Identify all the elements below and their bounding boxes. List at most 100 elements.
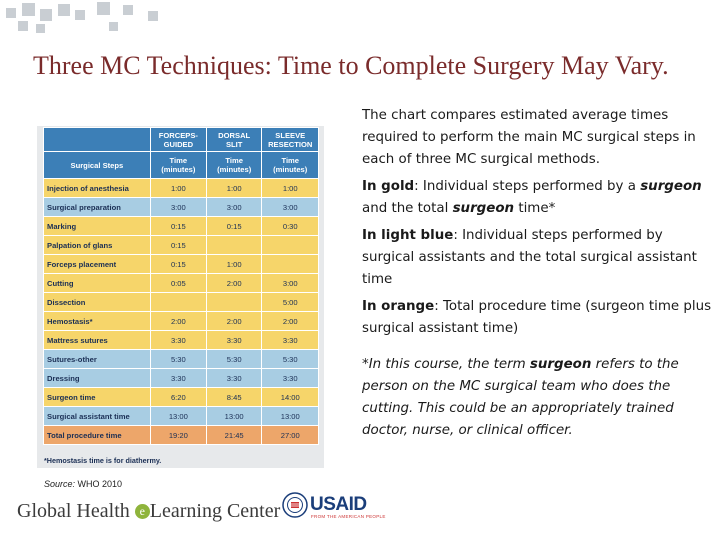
note-text: refers to the person on the MC surgical … bbox=[362, 357, 679, 438]
time-cell: 0:15 bbox=[149, 235, 207, 255]
time-cell: 3:00 bbox=[149, 197, 207, 217]
step-name-cell: Cutting bbox=[43, 273, 151, 293]
time-cell: 1:00 bbox=[205, 178, 263, 198]
time-cell bbox=[149, 292, 207, 312]
orange-text: : Total procedure time (surgeon time plu… bbox=[362, 299, 712, 336]
table-row: Marking 0:15 0:15 0:30 bbox=[43, 216, 319, 236]
column-unit: Time (minutes) bbox=[205, 151, 263, 179]
column-unit: Time (minutes) bbox=[261, 151, 319, 179]
usaid-seal-icon bbox=[282, 492, 308, 518]
table-subheader-row: Surgical Steps Time (minutes) Time (minu… bbox=[43, 151, 319, 179]
step-name-cell: Forceps placement bbox=[43, 254, 151, 274]
time-cell: 3:30 bbox=[205, 330, 263, 350]
time-cell: 1:00 bbox=[149, 178, 207, 198]
time-cell: 3:30 bbox=[205, 368, 263, 388]
time-cell: 13:00 bbox=[261, 406, 319, 426]
decor-square bbox=[40, 9, 52, 21]
time-cell: 2:00 bbox=[205, 311, 263, 331]
decor-square bbox=[123, 5, 133, 15]
orange-legend: In orange: Total procedure time (surgeon… bbox=[362, 296, 712, 340]
step-name-cell: Marking bbox=[43, 216, 151, 236]
gold-emphasis: surgeon bbox=[640, 179, 702, 194]
table-corner bbox=[43, 127, 151, 152]
time-cell: 3:30 bbox=[149, 330, 207, 350]
blue-text: : Individual steps performed by surgical… bbox=[362, 228, 697, 287]
source-label: Source: bbox=[44, 479, 76, 489]
time-cell: 3:30 bbox=[261, 368, 319, 388]
step-name-cell: Injection of anesthesia bbox=[43, 178, 151, 198]
time-cell: 2:00 bbox=[261, 311, 319, 331]
blue-legend: In light blue: Individual steps performe… bbox=[362, 225, 712, 291]
row-header-label: Surgical Steps bbox=[43, 151, 151, 179]
table-header-row: FORCEPS-GUIDED DORSAL SLIT SLEEVE RESECT… bbox=[43, 127, 319, 152]
gold-text: and the total bbox=[362, 201, 453, 216]
source-text: WHO 2010 bbox=[77, 479, 123, 489]
time-cell bbox=[261, 235, 319, 255]
time-cell: 5:30 bbox=[205, 349, 263, 369]
time-cell: 0:15 bbox=[149, 254, 207, 274]
time-cell: 3:00 bbox=[205, 197, 263, 217]
time-cell: 3:30 bbox=[261, 330, 319, 350]
logo-text: Global Health bbox=[17, 500, 135, 522]
usaid-wordmark: USAID bbox=[310, 494, 367, 515]
decor-square bbox=[75, 10, 85, 20]
step-name-cell: Surgeon time bbox=[43, 387, 151, 407]
time-cell: 1:00 bbox=[261, 178, 319, 198]
decor-square bbox=[36, 24, 45, 33]
decor-square bbox=[22, 3, 35, 16]
time-cell: 13:00 bbox=[149, 406, 207, 426]
table-row: Palpation of glans 0:15 bbox=[43, 235, 319, 255]
e-icon: e bbox=[134, 504, 150, 519]
ghelc-logo: Global Health e Learning Center bbox=[17, 500, 280, 523]
description-intro: The chart compares estimated average tim… bbox=[362, 108, 696, 167]
table-row: Cutting 0:05 2:00 3:00 bbox=[43, 273, 319, 293]
step-name-cell: Surgical preparation bbox=[43, 197, 151, 217]
gold-legend: In gold: Individual steps performed by a… bbox=[362, 176, 712, 220]
time-cell bbox=[261, 254, 319, 274]
table-footnote: *Hemostasis time is for diathermy. bbox=[44, 456, 162, 465]
table-row: Mattress sutures 3:30 3:30 3:30 bbox=[43, 330, 319, 350]
surgical-steps-table: FORCEPS-GUIDED DORSAL SLIT SLEEVE RESECT… bbox=[43, 127, 319, 445]
table-row: Total procedure time 19:20 21:45 27:00 bbox=[43, 425, 319, 445]
time-cell: 0:30 bbox=[261, 216, 319, 236]
step-name-cell: Sutures-other bbox=[43, 349, 151, 369]
gold-text: : Individual steps performed by a bbox=[414, 179, 641, 194]
time-cell: 0:15 bbox=[149, 216, 207, 236]
step-name-cell: Hemostasis* bbox=[43, 311, 151, 331]
logo-text: Learning Center bbox=[149, 500, 281, 522]
table-body: Injection of anesthesia 1:00 1:00 1:00 Surgi… bbox=[43, 178, 319, 445]
blue-label: In light blue bbox=[362, 228, 454, 243]
slide-title: Three MC Techniques: Time to Complete Su… bbox=[33, 51, 669, 80]
time-cell: 0:15 bbox=[205, 216, 263, 236]
source-citation: Source: WHO 2010 bbox=[44, 479, 122, 489]
surgeon-note: *In this course, the term surgeon refers… bbox=[362, 354, 712, 442]
table-row: Surgeon time 6:20 8:45 14:00 bbox=[43, 387, 319, 407]
time-cell: 13:00 bbox=[205, 406, 263, 426]
table-row: Dissection 5:00 bbox=[43, 292, 319, 312]
time-cell: 6:20 bbox=[149, 387, 207, 407]
column-unit: Time (minutes) bbox=[149, 151, 207, 179]
table-row: Hemostasis* 2:00 2:00 2:00 bbox=[43, 311, 319, 331]
time-cell: 5:30 bbox=[261, 349, 319, 369]
table-row: Surgical assistant time 13:00 13:00 13:00 bbox=[43, 406, 319, 426]
time-cell: 27:00 bbox=[261, 425, 319, 445]
table-row: Surgical preparation 3:00 3:00 3:00 bbox=[43, 197, 319, 217]
step-name-cell: Surgical assistant time bbox=[43, 406, 151, 426]
gold-text: time* bbox=[514, 201, 556, 216]
time-cell: 0:05 bbox=[149, 273, 207, 293]
decor-square bbox=[109, 22, 118, 31]
time-cell bbox=[205, 292, 263, 312]
time-cell: 2:00 bbox=[149, 311, 207, 331]
time-cell: 14:00 bbox=[261, 387, 319, 407]
column-header: DORSAL SLIT bbox=[205, 127, 263, 152]
decor-square bbox=[58, 4, 70, 16]
time-cell: 2:00 bbox=[205, 273, 263, 293]
description: The chart compares estimated average tim… bbox=[362, 105, 712, 447]
table-row: Forceps placement 0:15 1:00 bbox=[43, 254, 319, 274]
column-header: FORCEPS-GUIDED bbox=[149, 127, 207, 152]
step-name-cell: Palpation of glans bbox=[43, 235, 151, 255]
time-cell: 21:45 bbox=[205, 425, 263, 445]
step-name-cell: Mattress sutures bbox=[43, 330, 151, 350]
orange-label: In orange bbox=[362, 299, 435, 314]
time-cell: 3:00 bbox=[261, 273, 319, 293]
